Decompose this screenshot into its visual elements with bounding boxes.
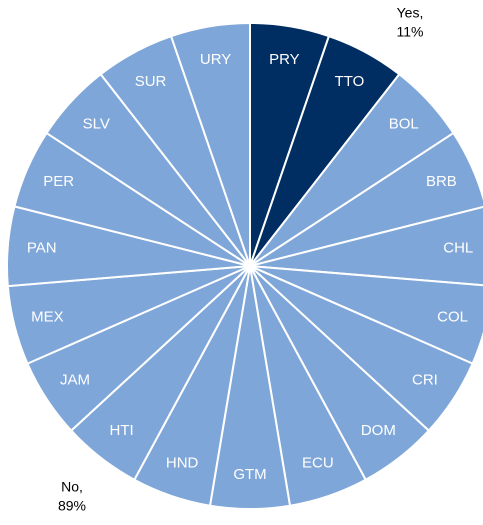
slice-label: COL (437, 308, 468, 325)
pie-slice (249, 131, 483, 267)
slice-label: CHL (443, 240, 473, 257)
slice-label: MEX (31, 308, 64, 325)
pie-slice (169, 21, 251, 267)
slice-label: SLV (83, 115, 110, 132)
pie-slice (249, 205, 483, 287)
slice-label: HND (166, 455, 199, 472)
group-value-label: 89% (58, 498, 86, 514)
slice-label: PRY (269, 51, 300, 68)
slice-label: PAN (27, 240, 57, 257)
slice-label: SUR (135, 73, 167, 90)
slice-label: PER (43, 173, 74, 190)
slice-label: DOM (361, 422, 396, 439)
slice-label: JAM (60, 371, 90, 388)
slice-label: CRI (412, 371, 438, 388)
slice-label: BOL (389, 115, 419, 132)
slice-label: HTI (110, 422, 134, 439)
group-label: Yes, (397, 5, 424, 21)
slice-label: GTM (233, 466, 266, 483)
slice-label: ECU (302, 455, 334, 472)
group-label: No, (61, 479, 83, 495)
slice-label: URY (200, 51, 231, 68)
slice-label: BRB (426, 173, 457, 190)
slice-label: TTO (335, 73, 365, 90)
group-value-label: 11% (397, 24, 424, 40)
